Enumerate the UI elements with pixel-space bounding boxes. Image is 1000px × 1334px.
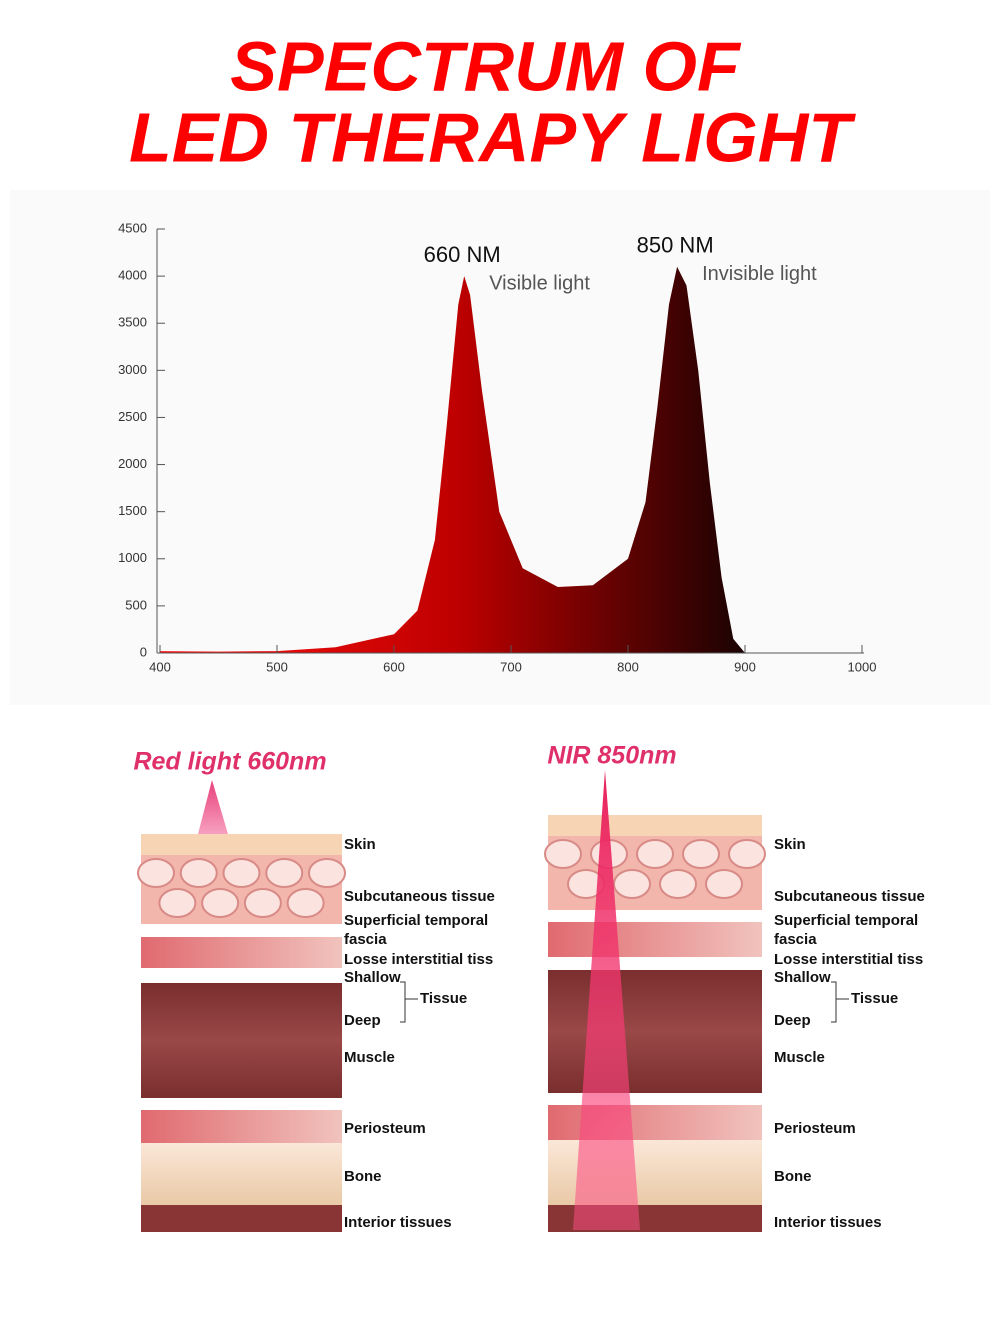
layer-label: Tissue <box>851 990 898 1007</box>
cell <box>308 858 346 888</box>
peak-label: 660 NM <box>424 242 501 267</box>
peak-note: Visible light <box>489 272 590 294</box>
y-tick-label: 1500 <box>118 503 147 518</box>
panel-title: Red light 660nm <box>133 748 326 776</box>
layer-label: Subcutaneous tissue <box>774 888 925 905</box>
cell <box>137 858 175 888</box>
layer-label: Muscle <box>774 1049 825 1066</box>
layer-label: Periosteum <box>774 1120 856 1137</box>
penetration-diagram: Red light 660nm Skin Subcutaneous tissue Su… <box>133 742 925 1232</box>
layer-label: Losse interstitial tiss <box>774 951 923 968</box>
layer-label: Skin <box>774 836 806 853</box>
layer-label: Shallow <box>344 969 401 986</box>
y-tick-label: 500 <box>125 597 147 612</box>
layer-label: Losse interstitial tiss <box>344 951 493 968</box>
x-tick-label: 600 <box>383 659 405 674</box>
cell <box>659 869 697 899</box>
layer-label: Interior tissues <box>344 1214 452 1231</box>
cell <box>158 888 197 918</box>
layer-label: Skin <box>344 836 376 853</box>
cell <box>222 858 261 888</box>
y-tick-label: 4500 <box>118 220 147 235</box>
title-line: SPECTRUM OF <box>230 27 742 105</box>
tissue-layer <box>548 815 762 836</box>
cell <box>179 858 218 888</box>
bracket <box>400 981 418 1023</box>
x-tick-label: 900 <box>734 659 756 674</box>
tissue-layer <box>141 937 342 968</box>
y-tick-label: 3000 <box>118 362 147 377</box>
light-beam <box>573 770 640 1230</box>
panel-title: NIR 850nm <box>547 742 676 770</box>
tissue-layer <box>141 1143 342 1205</box>
cell <box>265 858 304 888</box>
cell <box>705 869 743 899</box>
tissue-layer <box>141 983 342 1098</box>
cell <box>636 839 674 869</box>
spectrum-chart: 0 500 1000 1500 2000 2500 3000 3500 4000 4500 400 5… <box>118 220 876 674</box>
x-tick-label: 800 <box>617 659 639 674</box>
cell <box>544 839 582 869</box>
tissue-layer <box>141 1110 342 1143</box>
bracket <box>831 981 849 1023</box>
y-tick-label: 2000 <box>118 456 147 471</box>
title-line: LED THERAPY LIGHT <box>129 98 856 176</box>
y-tick-label: 3500 <box>118 315 147 330</box>
layer-label: Interior tissues <box>774 1214 882 1231</box>
layer-label: Tissue <box>420 990 467 1007</box>
layer-label: fascia <box>344 931 387 948</box>
layer-label: Superficial temporal <box>774 912 918 929</box>
layer-label: fascia <box>774 931 817 948</box>
y-tick-label: 4000 <box>118 268 147 283</box>
cell <box>728 839 766 869</box>
x-tick-label: 700 <box>500 659 522 674</box>
cell <box>613 869 651 899</box>
layer-label: Bone <box>774 1168 812 1185</box>
y-tick-label: 1000 <box>118 550 147 565</box>
tissue-layer <box>548 922 762 957</box>
peak-note: Invisible light <box>702 263 817 285</box>
y-tick-label: 2500 <box>118 409 147 424</box>
cell <box>682 839 720 869</box>
x-tick-label: 1000 <box>848 659 877 674</box>
cell <box>286 888 325 918</box>
layer-label: Muscle <box>344 1049 395 1066</box>
y-tick-label: 0 <box>140 644 147 659</box>
layer-label: Superficial temporal <box>344 912 488 929</box>
light-beam <box>198 780 228 834</box>
peak-label: 850 NM <box>637 233 714 258</box>
spectrum-area <box>160 266 745 653</box>
x-tick-label: 400 <box>149 659 171 674</box>
layer-label: Shallow <box>774 969 831 986</box>
tissue-layer <box>141 1205 342 1232</box>
x-tick-label: 500 <box>266 659 288 674</box>
layer-label: Subcutaneous tissue <box>344 888 495 905</box>
cell <box>243 888 282 918</box>
tissue-layer <box>141 834 342 855</box>
layer-label: Deep <box>774 1012 811 1029</box>
layer-label: Bone <box>344 1168 382 1185</box>
cell <box>201 888 240 918</box>
layer-label: Deep <box>344 1012 381 1029</box>
layer-label: Periosteum <box>344 1120 426 1137</box>
tissue-layer <box>548 970 762 1093</box>
